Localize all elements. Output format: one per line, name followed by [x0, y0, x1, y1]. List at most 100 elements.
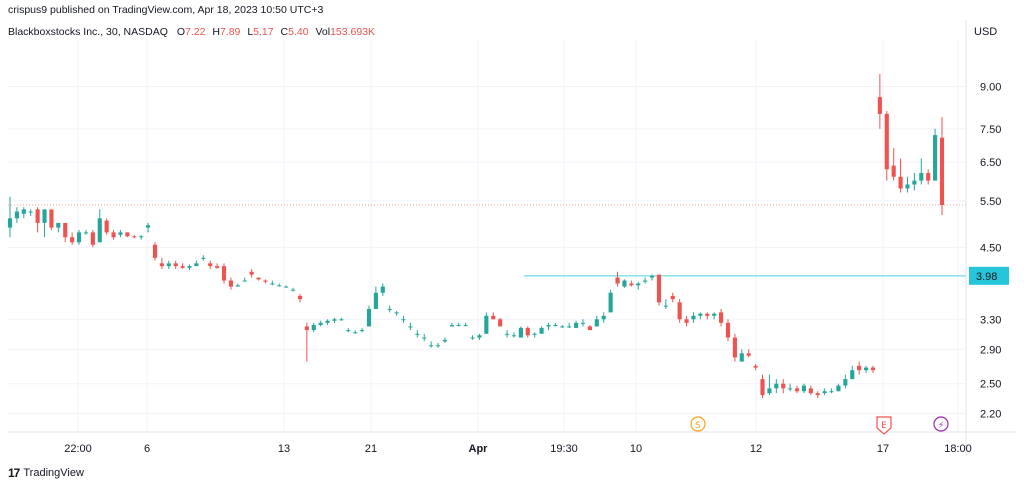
split-marker-icon: [690, 416, 706, 432]
candle-body: [401, 319, 406, 321]
candle-body: [601, 315, 606, 320]
candle-body: [532, 333, 537, 335]
y-tick-label: 2.50: [980, 379, 1001, 391]
candle-body: [636, 283, 641, 286]
candle-body: [270, 283, 275, 285]
candle-body: [781, 383, 786, 389]
candle-body: [387, 308, 392, 310]
candle-body: [139, 236, 144, 238]
candle-body: [408, 326, 413, 328]
candle-body: [705, 313, 710, 316]
x-tick-label: 12: [750, 443, 762, 455]
candle-body: [891, 165, 896, 177]
level-label-box: [969, 266, 1009, 285]
candle-body: [663, 305, 668, 307]
candle-body: [90, 232, 95, 245]
candle-body: [380, 286, 385, 293]
candle-body: [97, 218, 102, 243]
symbol-name: Blackboxstocks Inc., 30, NASDAQ: [8, 26, 168, 38]
x-tick-label: 19:30: [550, 443, 578, 455]
dividend-marker-icon: [933, 416, 949, 432]
candle-body: [7, 218, 13, 228]
close-label: C: [280, 26, 289, 38]
candle-body: [394, 312, 399, 314]
candle-body: [808, 388, 813, 394]
candle-body: [435, 345, 441, 347]
candle-body: [712, 313, 717, 316]
candle-body: [83, 232, 89, 234]
earnings-marker-icon: [876, 416, 892, 435]
candle-body: [304, 326, 309, 331]
candle-body: [284, 286, 289, 288]
candle-body: [629, 283, 634, 286]
candle-body: [567, 326, 572, 328]
candle-body: [366, 308, 372, 327]
tradingview-logo-icon: 17: [8, 466, 20, 480]
candle-body: [511, 335, 517, 337]
candle-body: [228, 280, 233, 287]
candle-body: [774, 383, 779, 389]
candle-body: [152, 244, 158, 258]
event-marker-label: ⚡: [938, 421, 944, 431]
y-tick-label: 6.50: [980, 157, 1001, 169]
candle-body: [132, 236, 137, 238]
candle-body: [215, 266, 220, 268]
candle-body: [442, 339, 448, 342]
candle-body: [815, 393, 820, 396]
event-marker-label: S: [695, 421, 701, 431]
candle-body: [919, 173, 924, 181]
candle-body: [884, 113, 889, 170]
candle-body: [822, 391, 827, 394]
candle-body: [905, 184, 910, 189]
candle-body: [70, 237, 75, 243]
candle-body: [339, 319, 344, 321]
candle-body: [104, 220, 109, 233]
candle-body: [746, 353, 751, 356]
y-tick-label: 5.50: [980, 196, 1001, 208]
candle-body: [173, 263, 178, 267]
candle-body: [63, 222, 68, 238]
candle-body: [587, 326, 592, 331]
open-value: 7.22: [185, 26, 206, 38]
candle-body: [560, 326, 565, 328]
candle-body: [449, 324, 454, 327]
candle-body: [76, 232, 82, 243]
candle-body: [415, 333, 420, 335]
x-tick-label: 17: [877, 443, 889, 455]
candle-body: [373, 292, 378, 309]
candle-body: [732, 337, 737, 358]
candle-body: [491, 315, 496, 320]
candle-body: [525, 327, 530, 336]
candle-body: [111, 232, 116, 238]
candle-body: [677, 302, 682, 320]
symbol-legend: Blackboxstocks Inc., 30, NASDAQ O7.22 H7…: [8, 26, 379, 38]
candle-body: [753, 365, 758, 368]
event-marker-label: E: [881, 421, 887, 431]
candle-body: [670, 295, 675, 300]
candle-body: [933, 135, 938, 181]
candle-body: [725, 322, 731, 338]
candle-body: [194, 263, 199, 267]
y-tick-label: 9.00: [980, 82, 1001, 94]
candle-body: [477, 335, 482, 338]
candle-body: [850, 370, 855, 380]
y-tick-label: 3.30: [980, 314, 1001, 326]
candle-body: [166, 263, 171, 267]
candle-body: [311, 324, 316, 331]
candle-body: [35, 209, 40, 223]
candle-body: [912, 180, 917, 185]
candle-body: [719, 312, 724, 323]
candle-body: [622, 280, 627, 287]
candle-body: [836, 385, 841, 392]
candle-body: [684, 319, 689, 323]
candle-body: [939, 137, 945, 206]
candle-body: [767, 388, 772, 394]
candle-body: [42, 209, 47, 223]
candle-body: [249, 271, 254, 275]
candle-body: [256, 277, 261, 280]
candle-body: [456, 324, 461, 326]
candle-body: [498, 319, 503, 327]
candle-body: [235, 285, 240, 287]
close-value: 5.40: [288, 26, 309, 38]
